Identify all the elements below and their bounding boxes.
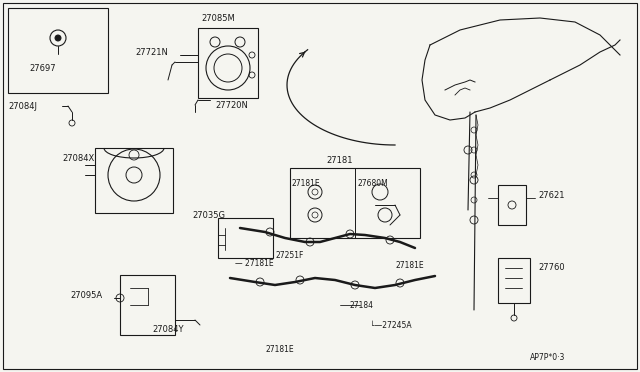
Text: 27621: 27621 xyxy=(538,190,564,199)
Text: 27084X: 27084X xyxy=(62,154,94,163)
Bar xyxy=(120,275,175,335)
Text: — 27181E: — 27181E xyxy=(235,259,274,267)
Text: └—27245A: └—27245A xyxy=(370,321,412,330)
Text: 27085M: 27085M xyxy=(201,13,235,22)
Text: AP7P*0·3: AP7P*0·3 xyxy=(530,353,565,362)
Bar xyxy=(8,8,108,93)
Bar xyxy=(95,148,173,213)
Text: 27251F: 27251F xyxy=(275,250,303,260)
Text: 27680M: 27680M xyxy=(358,179,388,187)
Text: 27760: 27760 xyxy=(538,263,564,273)
Text: 27181: 27181 xyxy=(327,155,353,164)
Text: 27720N: 27720N xyxy=(215,100,248,109)
Text: 27697: 27697 xyxy=(29,64,56,73)
Text: 27184: 27184 xyxy=(350,301,374,310)
Text: 27084Y: 27084Y xyxy=(152,326,184,334)
Bar xyxy=(198,28,258,98)
Bar xyxy=(498,258,530,303)
Bar xyxy=(218,218,273,258)
Text: 27181E: 27181E xyxy=(291,179,319,187)
Text: 27181E: 27181E xyxy=(395,260,424,269)
Text: 27035G: 27035G xyxy=(192,211,225,219)
Text: 27181E: 27181E xyxy=(266,346,294,355)
Bar xyxy=(498,185,526,225)
Circle shape xyxy=(55,35,61,41)
Bar xyxy=(290,168,420,238)
Text: 27095A: 27095A xyxy=(70,291,102,299)
Text: 27721N: 27721N xyxy=(135,48,168,57)
Text: 27084J: 27084J xyxy=(8,102,37,110)
